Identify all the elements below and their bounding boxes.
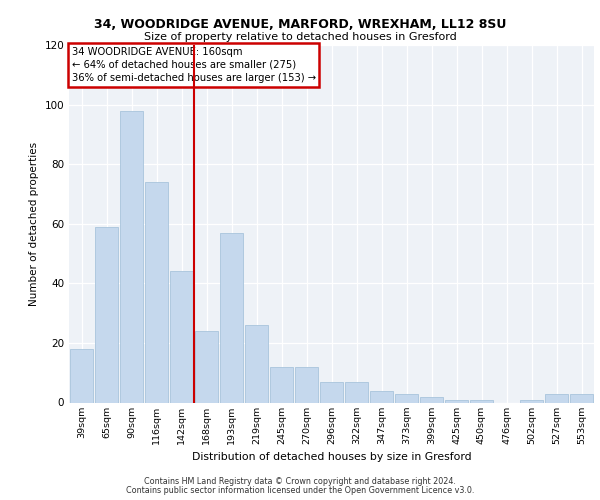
Bar [345,382,368,402]
Bar [570,394,593,402]
Text: 34, WOODRIDGE AVENUE, MARFORD, WREXHAM, LL12 8SU: 34, WOODRIDGE AVENUE, MARFORD, WREXHAM, … [94,18,506,30]
Text: Contains HM Land Registry data © Crown copyright and database right 2024.: Contains HM Land Registry data © Crown c… [144,477,456,486]
Bar [270,367,293,402]
Bar [545,394,568,402]
Bar [370,390,393,402]
Bar [195,331,218,402]
Bar [145,182,168,402]
Bar [245,325,268,402]
Bar [445,400,468,402]
Bar [220,232,243,402]
Bar [120,110,143,403]
Bar [320,382,343,402]
Y-axis label: Number of detached properties: Number of detached properties [29,142,39,306]
Text: Contains public sector information licensed under the Open Government Licence v3: Contains public sector information licen… [126,486,474,495]
Bar [420,396,443,402]
Bar [95,226,118,402]
Text: 34 WOODRIDGE AVENUE: 160sqm
← 64% of detached houses are smaller (275)
36% of se: 34 WOODRIDGE AVENUE: 160sqm ← 64% of det… [71,47,316,83]
Bar [295,367,318,402]
Bar [70,349,93,403]
X-axis label: Distribution of detached houses by size in Gresford: Distribution of detached houses by size … [191,452,472,462]
Bar [170,272,193,402]
Bar [520,400,543,402]
Text: Size of property relative to detached houses in Gresford: Size of property relative to detached ho… [143,32,457,42]
Bar [470,400,493,402]
Bar [395,394,418,402]
